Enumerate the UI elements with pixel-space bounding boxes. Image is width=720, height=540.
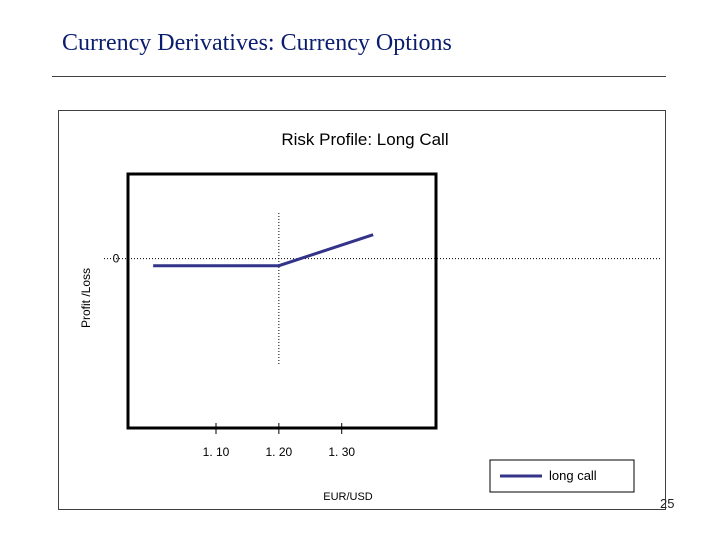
chart-title: Risk Profile: Long Call — [281, 130, 448, 149]
x-tick-label: 1. 30 — [328, 445, 355, 459]
chart-frame — [58, 110, 666, 510]
x-axis-label: EUR/USD — [323, 491, 373, 503]
legend: long call — [489, 459, 635, 493]
x-tick-label: 1. 10 — [203, 445, 230, 459]
legend-label: long call — [549, 468, 597, 483]
title-divider — [52, 76, 666, 77]
y-axis-label: Profit /Loss — [79, 268, 93, 328]
slide-title: Currency Derivatives: Currency Options — [62, 30, 452, 56]
series-line-long-call — [153, 233, 374, 268]
plot-area — [126, 172, 438, 430]
y-tick-label: 0 — [113, 252, 120, 266]
x-tick-label: 1. 20 — [266, 445, 293, 459]
page-number: 25 — [660, 496, 675, 511]
